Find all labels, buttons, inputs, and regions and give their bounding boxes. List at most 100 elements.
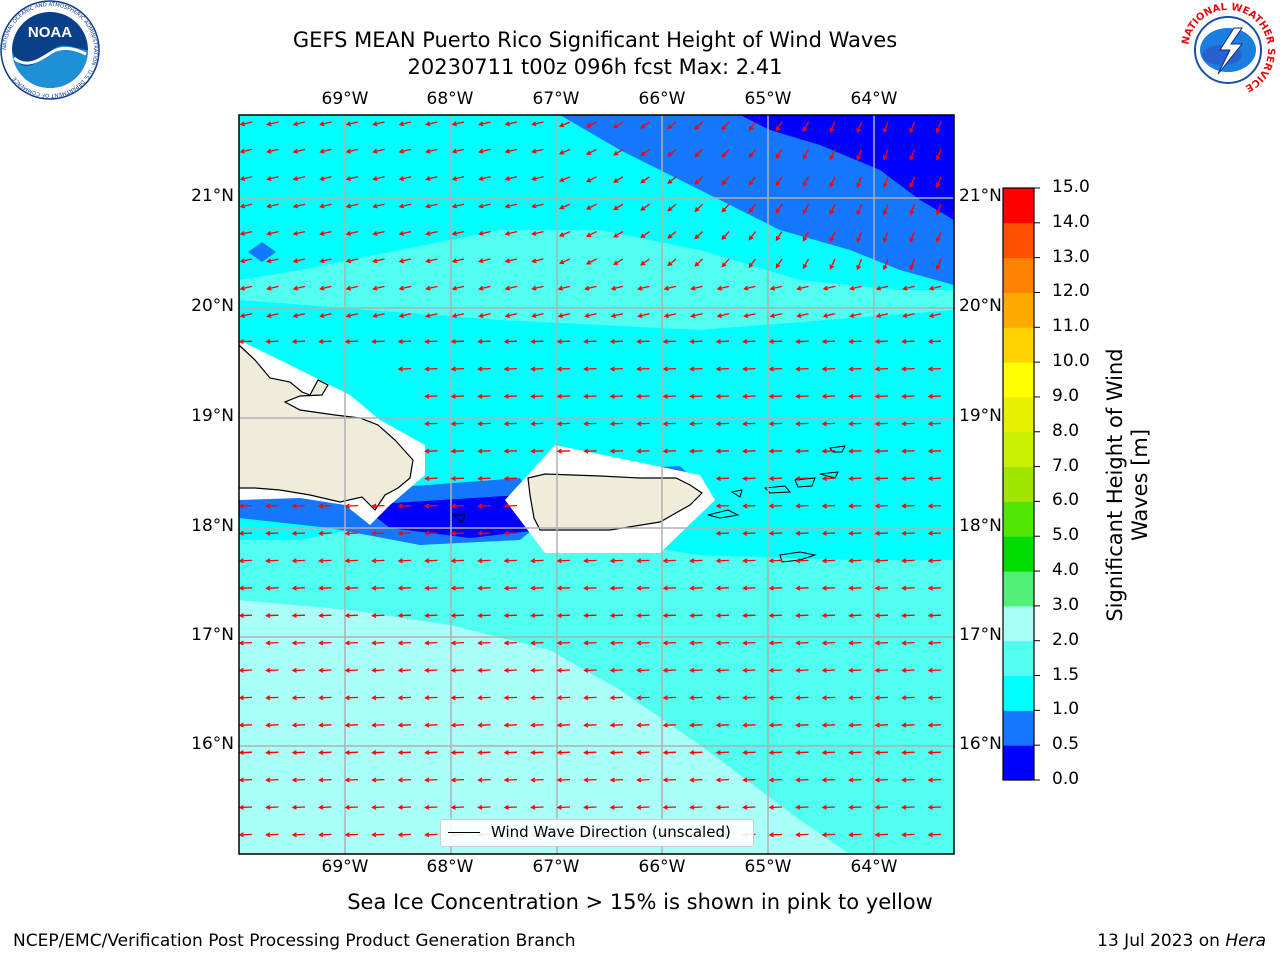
wave-direction-arrow: [795, 695, 809, 701]
wave-direction-arrow: [874, 421, 889, 427]
wave-direction-arrow: [398, 258, 412, 264]
wave-direction-arrow: [531, 121, 544, 127]
wave-direction-arrow: [424, 558, 438, 564]
wave-direction-arrow: [530, 667, 544, 673]
wave-direction-arrow: [266, 313, 279, 319]
wave-direction-arrow: [239, 339, 253, 345]
wave-direction-arrow: [874, 695, 889, 701]
wave-direction-arrow: [927, 366, 942, 372]
wind-wave-direction-arrows: [239, 121, 942, 838]
wave-direction-arrow: [318, 832, 332, 838]
wave-direction-arrow: [319, 203, 332, 209]
wave-direction-arrow: [610, 285, 624, 291]
wave-direction-arrow: [371, 503, 385, 509]
wave-direction-arrow: [556, 366, 571, 372]
wave-direction-arrow: [504, 230, 518, 236]
wave-direction-arrow: [742, 339, 756, 345]
wave-direction-arrow: [636, 750, 650, 756]
wave-direction-arrow: [901, 421, 915, 427]
wave-direction-arrow: [909, 258, 916, 271]
wave-direction-arrow: [530, 750, 544, 756]
wave-direction-arrow: [927, 339, 942, 345]
wave-direction-arrow: [610, 313, 624, 319]
colorbar-tick-label: 1.0: [1052, 699, 1080, 720]
wave-direction-arrow: [371, 585, 385, 591]
wave-direction-arrow: [558, 231, 571, 237]
wave-direction-arrow: [530, 640, 544, 646]
wave-direction-arrow: [239, 121, 253, 127]
colorbar: [1002, 187, 1040, 781]
wave-direction-arrow: [239, 750, 253, 756]
wave-direction-arrow: [583, 558, 597, 564]
wave-direction-arrow: [848, 585, 862, 591]
wave-direction-arrow: [583, 421, 597, 427]
wave-direction-arrow: [849, 285, 862, 291]
lat-label-right: 17°N: [959, 625, 1002, 645]
wave-direction-arrow: [397, 339, 412, 345]
wave-direction-arrow: [874, 777, 889, 783]
wave-direction-arrow: [291, 695, 306, 701]
wave-direction-arrow: [345, 313, 359, 319]
wave-direction-arrow: [636, 339, 650, 345]
wave-direction-arrow: [613, 148, 624, 156]
wave-direction-arrow: [795, 503, 809, 509]
wave-direction-arrow: [531, 176, 544, 182]
wave-direction-arrow: [344, 585, 359, 591]
wave-direction-arrow: [775, 258, 783, 269]
wave-direction-arrow: [424, 722, 438, 728]
wave-direction-arrow: [450, 448, 465, 454]
lat-label-right: 16°N: [959, 734, 1002, 754]
wave-direction-arrow: [345, 148, 359, 154]
wave-direction-arrow: [715, 695, 730, 701]
wave-direction-arrow: [586, 231, 597, 238]
wave-direction-arrow: [821, 832, 836, 838]
wave-direction-arrow: [584, 313, 597, 319]
wave-direction-arrow: [848, 366, 862, 372]
wave-direction-arrow: [795, 777, 809, 783]
wave-direction-arrow: [715, 585, 730, 591]
wave-direction-arrow: [636, 585, 650, 591]
wave-direction-arrow: [265, 750, 279, 756]
wave-direction-arrow: [927, 448, 942, 454]
wave-direction-arrow: [721, 203, 730, 213]
wave-direction-arrow: [239, 530, 253, 536]
wave-direction-arrow: [477, 695, 491, 701]
wave-direction-arrow: [795, 613, 809, 619]
wave-direction-arrow: [689, 421, 703, 427]
wave-direction-arrow: [265, 777, 279, 783]
wave-direction-arrow: [556, 421, 571, 427]
wave-direction-arrow: [768, 339, 783, 345]
wave-direction-arrow: [344, 667, 359, 673]
wave-direction-arrow: [424, 503, 438, 509]
wave-direction-arrow: [927, 667, 942, 673]
wave-direction-arrow: [640, 121, 650, 129]
wave-direction-arrow: [609, 722, 624, 728]
wave-direction-arrow: [636, 613, 650, 619]
wave-direction-arrow: [344, 558, 359, 564]
wave-direction-arrow: [503, 722, 518, 728]
colorbar-segment: [1003, 605, 1034, 642]
wave-direction-arrow: [265, 585, 279, 591]
colorbar-tick-label: 1.5: [1052, 664, 1080, 685]
wave-direction-arrow: [530, 421, 544, 427]
wave-direction-arrow: [636, 393, 650, 399]
wave-direction-arrow: [909, 203, 916, 216]
wave-direction-arrow: [504, 285, 518, 291]
wave-direction-arrow: [715, 777, 730, 783]
wave-direction-arrow: [558, 176, 571, 183]
map-frame: [238, 114, 955, 855]
wave-direction-arrow: [425, 258, 438, 264]
wave-direction-arrow: [662, 804, 677, 810]
colorbar-tick-label: 6.0: [1052, 490, 1080, 511]
wave-direction-arrow: [874, 476, 889, 482]
lat-label-left: 16°N: [191, 734, 234, 754]
wave-direction-arrow: [344, 722, 359, 728]
wave-direction-arrow: [424, 695, 438, 701]
wave-direction-arrow: [239, 777, 253, 783]
wave-direction-arrow: [715, 722, 730, 728]
wave-direction-arrow: [424, 585, 438, 591]
wave-direction-arrow: [319, 176, 332, 182]
lon-label-bottom: 68°W: [426, 857, 474, 877]
wave-direction-arrow: [874, 722, 889, 728]
